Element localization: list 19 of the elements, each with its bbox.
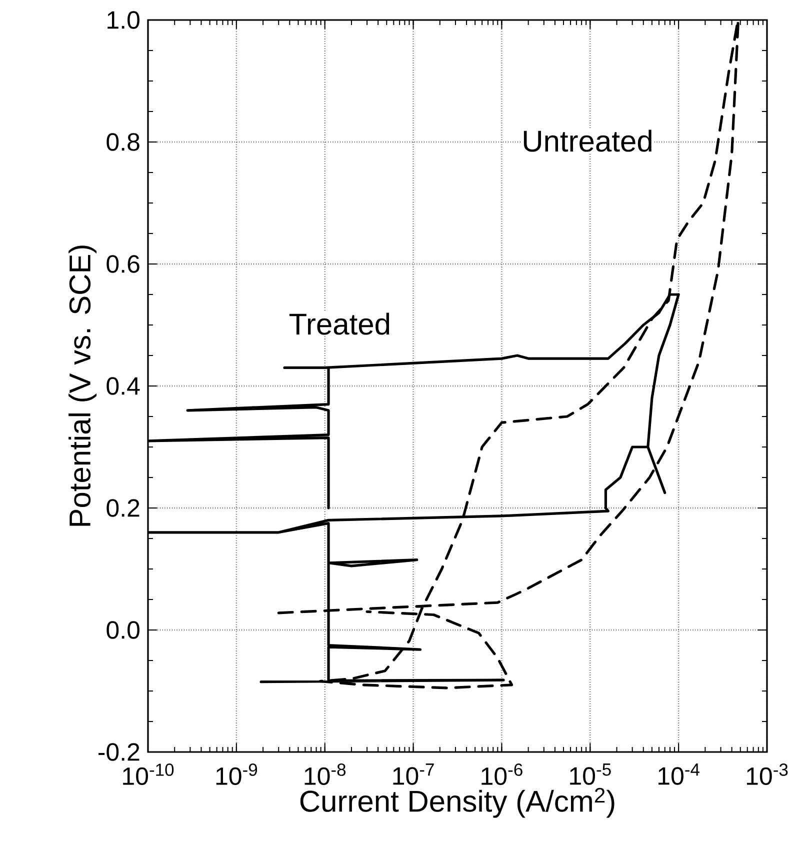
- y-tick-label: 0.0: [106, 621, 140, 639]
- y-tick-label: -0.2: [98, 743, 140, 761]
- series-label: Treated: [289, 312, 390, 335]
- y-tick-label: 0.6: [106, 255, 140, 273]
- y-tick-label: 0.8: [106, 133, 140, 151]
- text: Untreated: [524, 130, 652, 152]
- x-tick-label: 10$^{-6}$: [482, 764, 522, 786]
- x-tick-label: 10$^{-9}$: [216, 764, 258, 786]
- y-tick-label: 1.0: [108, 11, 140, 29]
- x-tick-label: 10$^{-3}$: [746, 764, 788, 786]
- x-tick-label: 10$^{-7}$: [393, 764, 434, 785]
- x-tick-label: 10$^{-8}$: [304, 764, 346, 786]
- x-tick-label: 10$^{-10}$: [123, 764, 174, 786]
- y-axis-title: Potential (V vs. SCE): [68, 246, 97, 526]
- x-tick-label: 10$^{-4}$: [658, 764, 700, 785]
- y-tick-label: 0.2: [106, 499, 140, 517]
- y-tick-label: 0.4: [106, 377, 140, 395]
- x-axis-title: Current Density (A/cm$^{2}$): [300, 788, 614, 818]
- x-tick-label: 10$^{-5}$: [570, 764, 611, 785]
